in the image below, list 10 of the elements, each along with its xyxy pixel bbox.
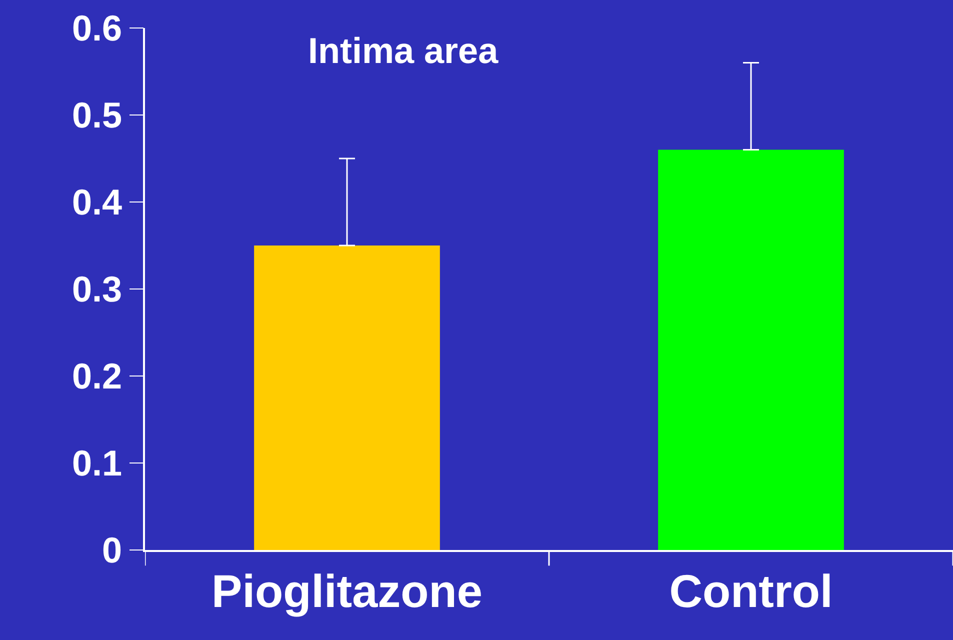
chart-title: Intima area bbox=[308, 30, 500, 71]
y-tick-label: 0.6 bbox=[72, 8, 122, 49]
x-tick-label: Control bbox=[669, 564, 833, 617]
y-tick-label: 0 bbox=[102, 530, 122, 571]
x-tick-label: Pioglitazone bbox=[212, 564, 482, 617]
y-tick-label: 0.4 bbox=[72, 182, 122, 223]
y-tick-label: 0.3 bbox=[72, 268, 122, 310]
y-tick-label: 0.1 bbox=[72, 442, 122, 484]
y-tick-label: 0.5 bbox=[72, 94, 122, 136]
y-tick-label: 0.2 bbox=[72, 356, 122, 397]
